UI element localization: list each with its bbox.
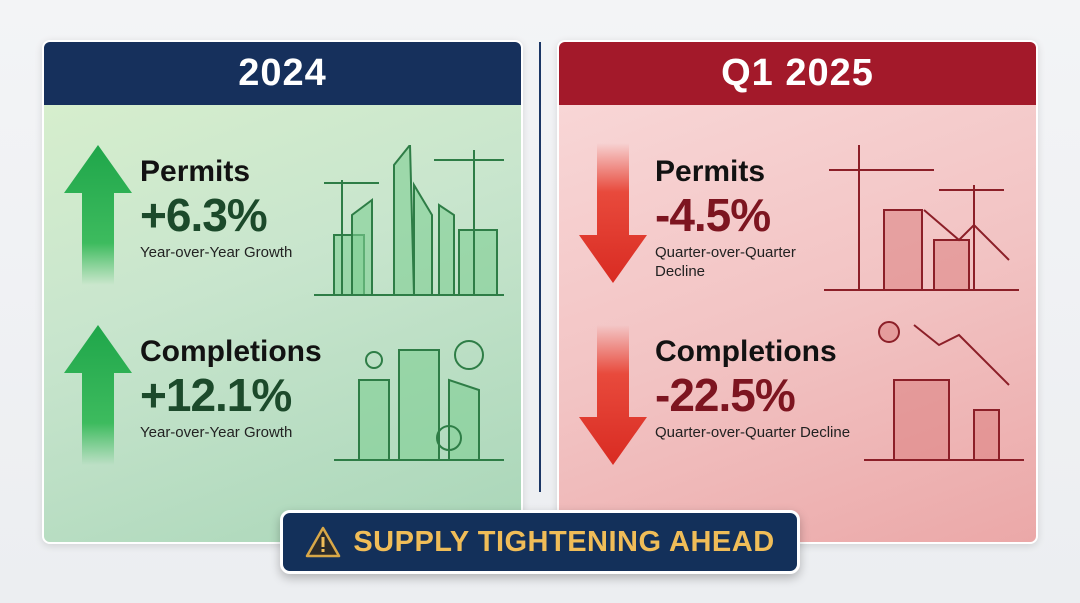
metric-label: Permits: [140, 155, 251, 188]
panel-title: 2024: [44, 42, 521, 105]
permits-text: Permits +6.3% Year-over-Year Growth: [140, 155, 292, 262]
metric-value: +12.1%: [140, 369, 292, 421]
divider: [539, 42, 541, 492]
buildings-gears-icon: [334, 340, 504, 461]
permits-text: Permits -4.5% Quarter-over-Quarter Declin…: [655, 155, 796, 281]
completions-row: Completions +12.1% Year-over-Year Growth: [44, 305, 521, 485]
completions-row: Completions -22.5% Quarter-over-Quarter …: [559, 305, 1036, 485]
metric-value: -22.5%: [655, 369, 796, 421]
panel-2024: 2024 Permits +6.3% Year-over-Year Growth: [42, 40, 523, 544]
panel-body: Permits -4.5% Quarter-over-Quarter Declin…: [559, 105, 1036, 542]
supply-warning-banner: SUPPLY TIGHTENING AHEAD: [280, 510, 800, 574]
metric-subtitle: Quarter-over-Quarter Decline: [655, 243, 796, 281]
metric-subtitle: Year-over-Year Growth: [140, 424, 293, 441]
permits-row: Permits +6.3% Year-over-Year Growth: [44, 125, 521, 305]
panel-title: Q1 2025: [559, 42, 1036, 105]
metric-value: -4.5%: [655, 189, 771, 241]
banner-text: SUPPLY TIGHTENING AHEAD: [353, 525, 775, 558]
building-warning-icon: [864, 321, 1024, 461]
permits-row: Permits -4.5% Quarter-over-Quarter Declin…: [559, 125, 1036, 305]
arrow-up-icon: [64, 325, 132, 465]
metric-value: +6.3%: [140, 189, 268, 241]
metric-label: Permits: [655, 155, 766, 188]
panel-body: Permits +6.3% Year-over-Year Growth: [44, 105, 521, 542]
city-construction-icon: [314, 145, 504, 296]
arrow-up-icon: [64, 145, 132, 285]
warning-icon: [306, 526, 341, 558]
metric-label: Completions: [655, 335, 837, 368]
panel-q1-2025: Q1 2025 Permits -4.5% Quarter-over-Quart…: [557, 40, 1038, 544]
arrow-down-icon: [579, 325, 647, 465]
subtitle-line-1: Quarter-over-Quarter: [655, 244, 796, 261]
metric-subtitle: Quarter-over-Quarter Decline: [655, 424, 851, 441]
metric-subtitle: Year-over-Year Growth: [140, 244, 293, 261]
completions-text: Completions +12.1% Year-over-Year Growth: [140, 335, 322, 442]
metric-label: Completions: [140, 335, 322, 368]
arrow-down-icon: [579, 143, 647, 283]
completions-text: Completions -22.5% Quarter-over-Quarter …: [655, 335, 850, 442]
subtitle-line-2: Decline: [655, 263, 706, 280]
construction-decline-icon: [824, 145, 1019, 291]
